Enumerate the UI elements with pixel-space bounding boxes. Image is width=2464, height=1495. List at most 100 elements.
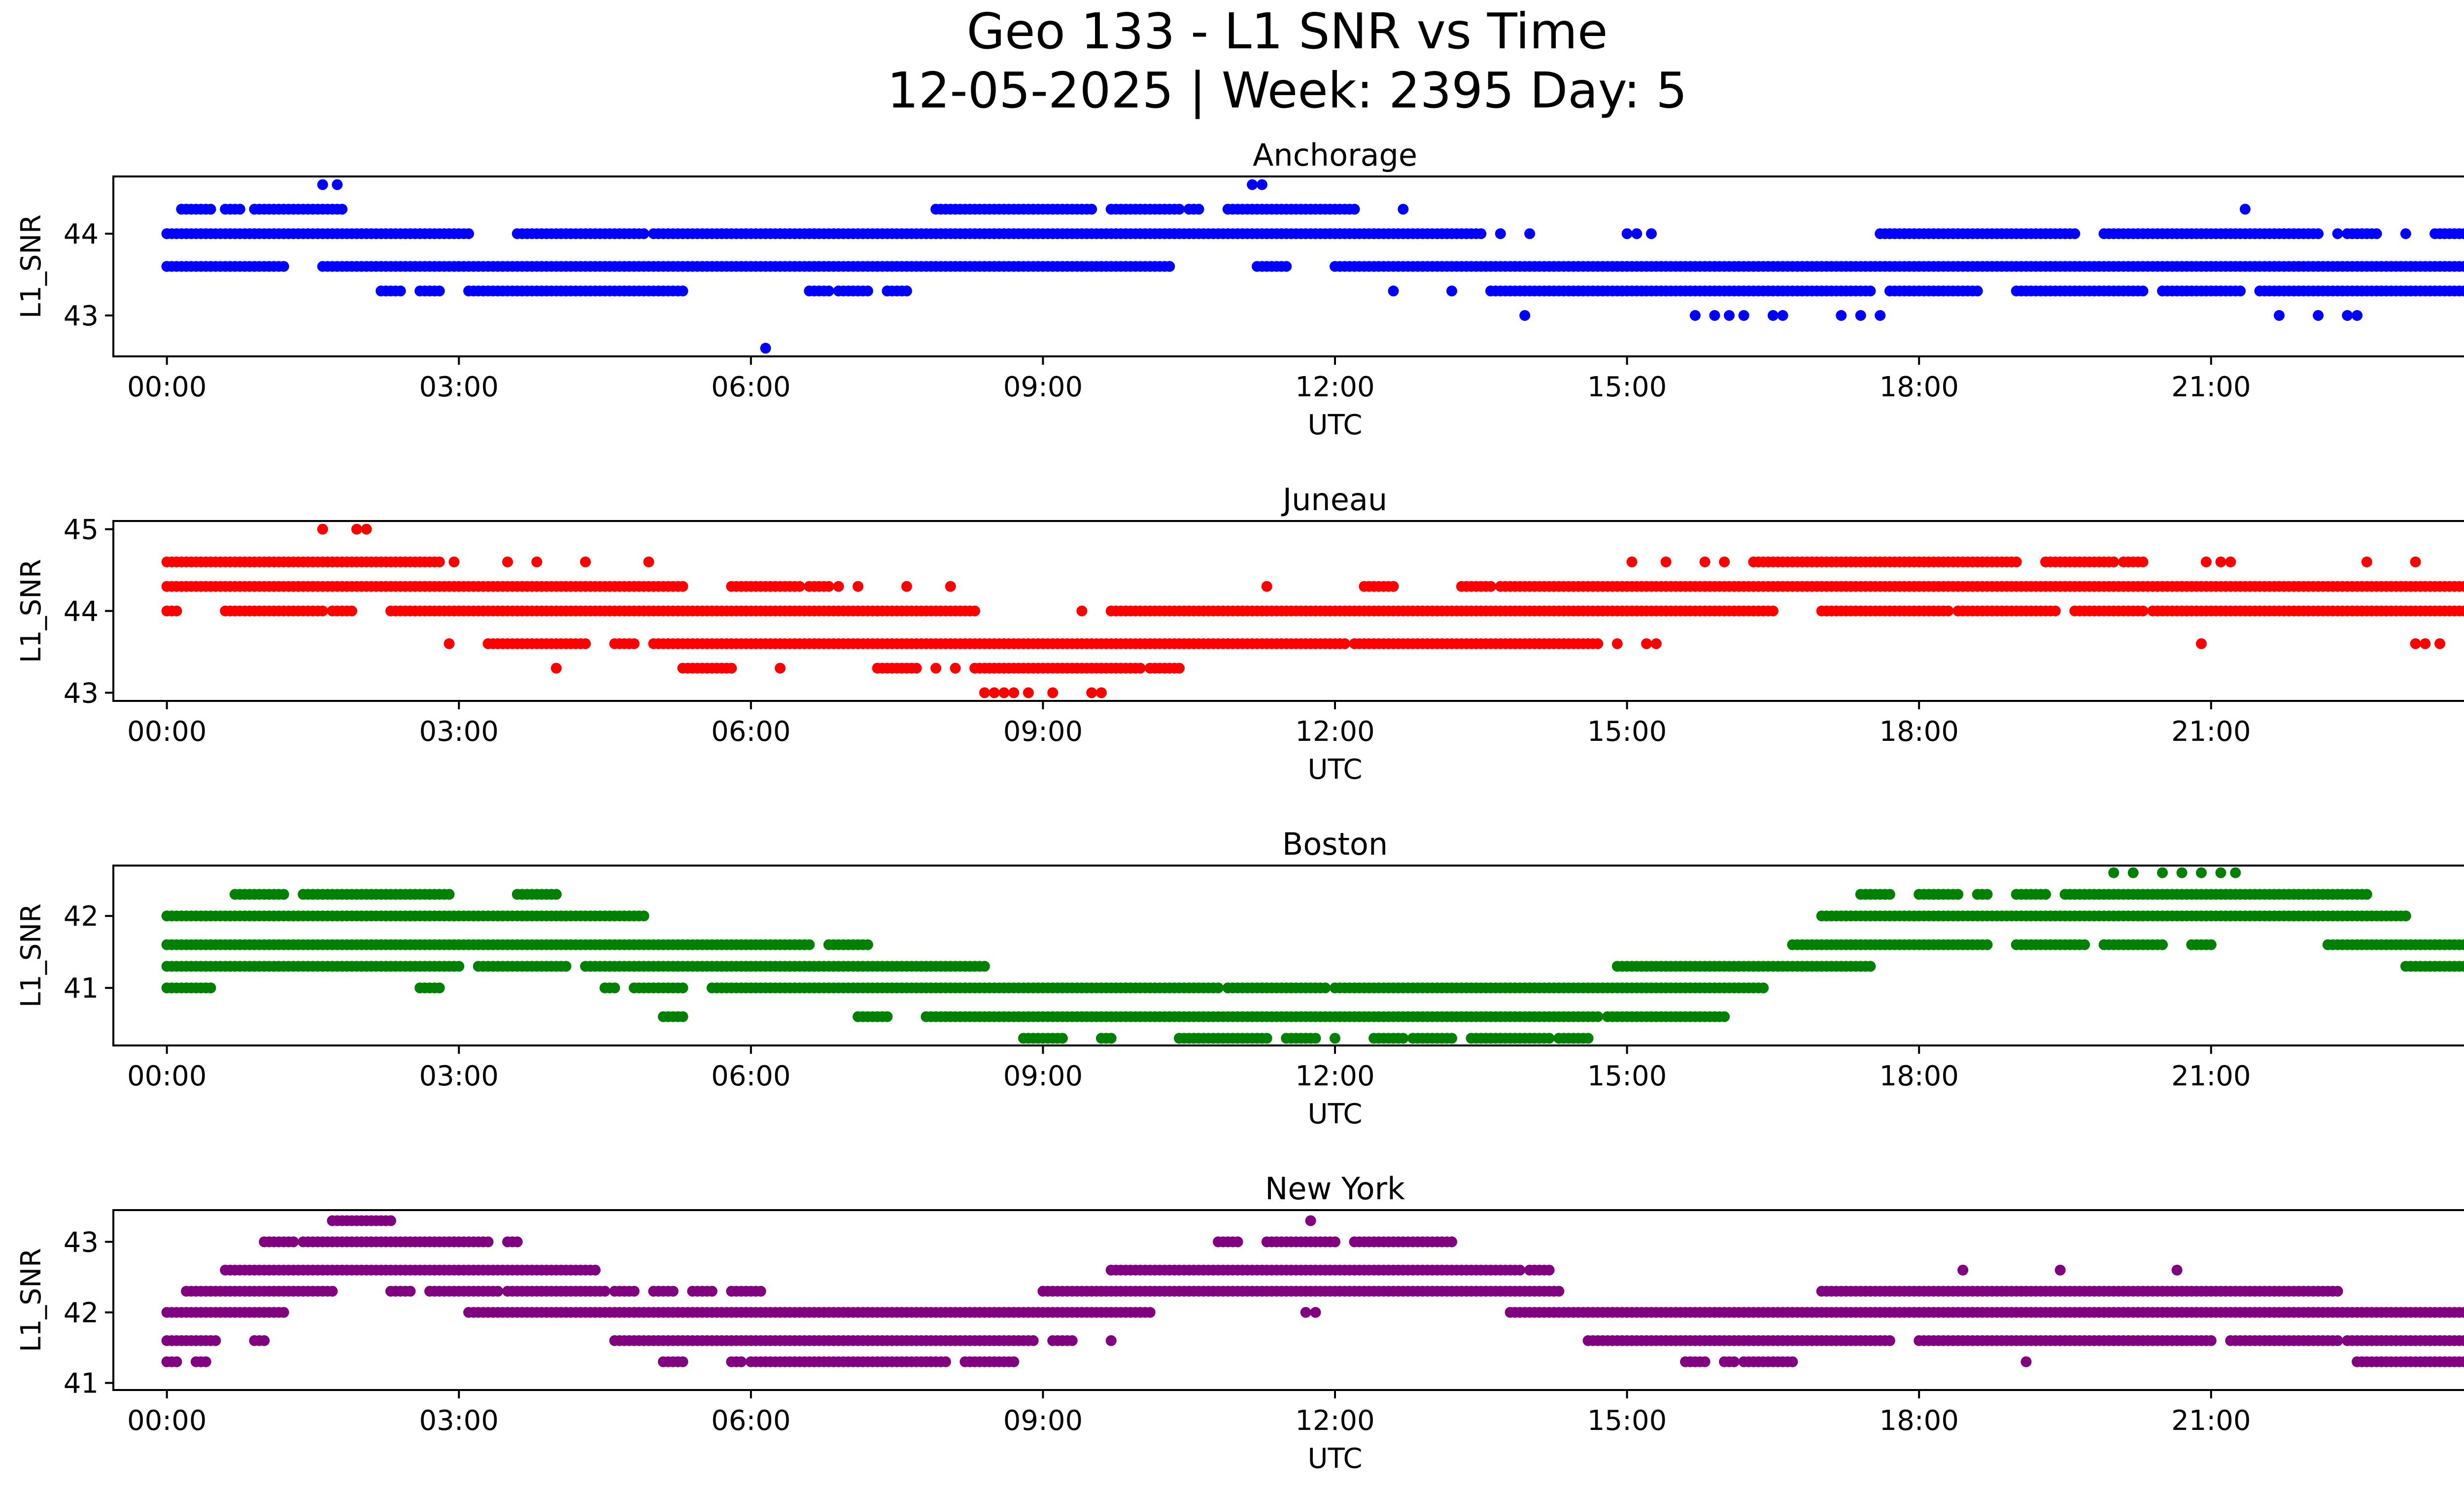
x-tick-label: 18:00 — [1879, 371, 1958, 403]
data-point — [1787, 1356, 1798, 1367]
data-point — [492, 1286, 504, 1297]
data-point — [2137, 285, 2149, 297]
y-tick-label: 45 — [64, 514, 99, 546]
data-point — [1339, 638, 1350, 649]
data-point — [794, 581, 805, 592]
data-point — [1943, 605, 1954, 617]
data-point — [643, 556, 654, 567]
y-axis-label: L1_SNR — [15, 1248, 47, 1352]
data-point — [2400, 910, 2411, 922]
data-point — [911, 662, 922, 674]
data-point — [1261, 581, 1272, 592]
x-tick-label: 06:00 — [711, 1405, 790, 1437]
data-point — [1728, 1356, 1740, 1367]
data-point — [337, 204, 348, 215]
data-point — [1485, 581, 1496, 592]
data-point — [351, 523, 362, 535]
x-tick-label: 03:00 — [419, 371, 499, 403]
data-point — [317, 523, 328, 535]
x-tick-label: 06:00 — [711, 716, 790, 748]
data-point — [1982, 939, 1993, 950]
data-point — [2215, 867, 2226, 878]
x-tick-label: 15:00 — [1587, 1060, 1667, 1092]
y-axis-label: L1_SNR — [15, 559, 47, 663]
data-point — [2400, 228, 2411, 240]
x-tick-label: 18:00 — [1879, 1060, 1958, 1092]
data-point — [1650, 638, 1662, 649]
x-tick-label: 09:00 — [1003, 371, 1083, 403]
data-point — [1699, 556, 1711, 567]
data-point — [1023, 687, 1034, 698]
data-point — [1689, 310, 1701, 321]
data-point — [1626, 556, 1638, 567]
data-point — [1621, 228, 1633, 240]
data-point — [638, 228, 650, 240]
x-tick-label: 18:00 — [1879, 716, 1958, 748]
data-point — [599, 1286, 611, 1297]
x-tick-label: 18:00 — [1879, 1405, 1958, 1437]
data-point — [1767, 310, 1779, 321]
data-point — [2137, 605, 2149, 617]
data-point — [1086, 687, 1097, 698]
x-axis-label: UTC — [1307, 409, 1362, 441]
data-point — [2069, 228, 2081, 240]
data-point — [550, 662, 562, 674]
data-point — [667, 1286, 679, 1297]
data-point — [882, 285, 893, 297]
data-point — [327, 1286, 338, 1297]
data-point — [2371, 228, 2382, 240]
data-point — [1982, 889, 1993, 900]
data-point — [1174, 204, 1185, 215]
data-point — [1865, 961, 1876, 972]
x-tick-label: 09:00 — [1003, 1405, 1083, 1437]
data-point — [979, 687, 990, 698]
data-point — [346, 605, 357, 617]
data-point — [434, 285, 445, 297]
figure-title-line1: Geo 133 - L1 SNR vs Time — [967, 2, 1608, 60]
data-point — [161, 261, 172, 272]
data-point — [930, 662, 942, 674]
data-point — [2313, 228, 2324, 240]
x-tick-label: 15:00 — [1587, 371, 1667, 403]
data-point — [1709, 310, 1720, 321]
x-tick-label: 03:00 — [419, 1405, 499, 1437]
data-point — [2434, 638, 2445, 649]
data-point — [2157, 939, 2168, 950]
data-point — [1631, 228, 1643, 240]
data-point — [2225, 556, 2236, 567]
figure-title-line2: 12-05-2025 | Week: 2395 Day: 5 — [887, 62, 1687, 119]
data-point — [1388, 285, 1399, 297]
data-point — [1641, 638, 1652, 649]
data-point — [1582, 1033, 1594, 1044]
data-point — [560, 961, 572, 972]
y-tick-label: 43 — [64, 677, 99, 709]
subplot-title: New York — [1265, 1171, 1405, 1207]
scatter-series-juneau — [161, 523, 2464, 698]
data-point — [361, 523, 372, 535]
data-point — [979, 961, 990, 972]
data-point — [1592, 1011, 1604, 1022]
data-point — [1388, 581, 1399, 592]
x-tick-label: 03:00 — [419, 716, 499, 748]
data-point — [1027, 1335, 1039, 1346]
data-point — [1611, 638, 1623, 649]
data-point — [1553, 1286, 1565, 1297]
data-point — [989, 687, 1000, 698]
data-point — [171, 605, 182, 617]
data-point — [205, 982, 216, 994]
data-point — [453, 961, 465, 972]
data-point — [1758, 982, 1769, 994]
subplot-title: Boston — [1282, 826, 1388, 862]
data-point — [434, 556, 445, 567]
data-point — [1281, 261, 1292, 272]
data-point — [1164, 261, 1175, 272]
data-point — [628, 638, 640, 649]
data-point — [317, 179, 328, 190]
data-point — [1646, 228, 1657, 240]
x-tick-label: 21:00 — [2171, 1405, 2251, 1437]
data-point — [2215, 556, 2226, 567]
data-point — [726, 662, 737, 674]
